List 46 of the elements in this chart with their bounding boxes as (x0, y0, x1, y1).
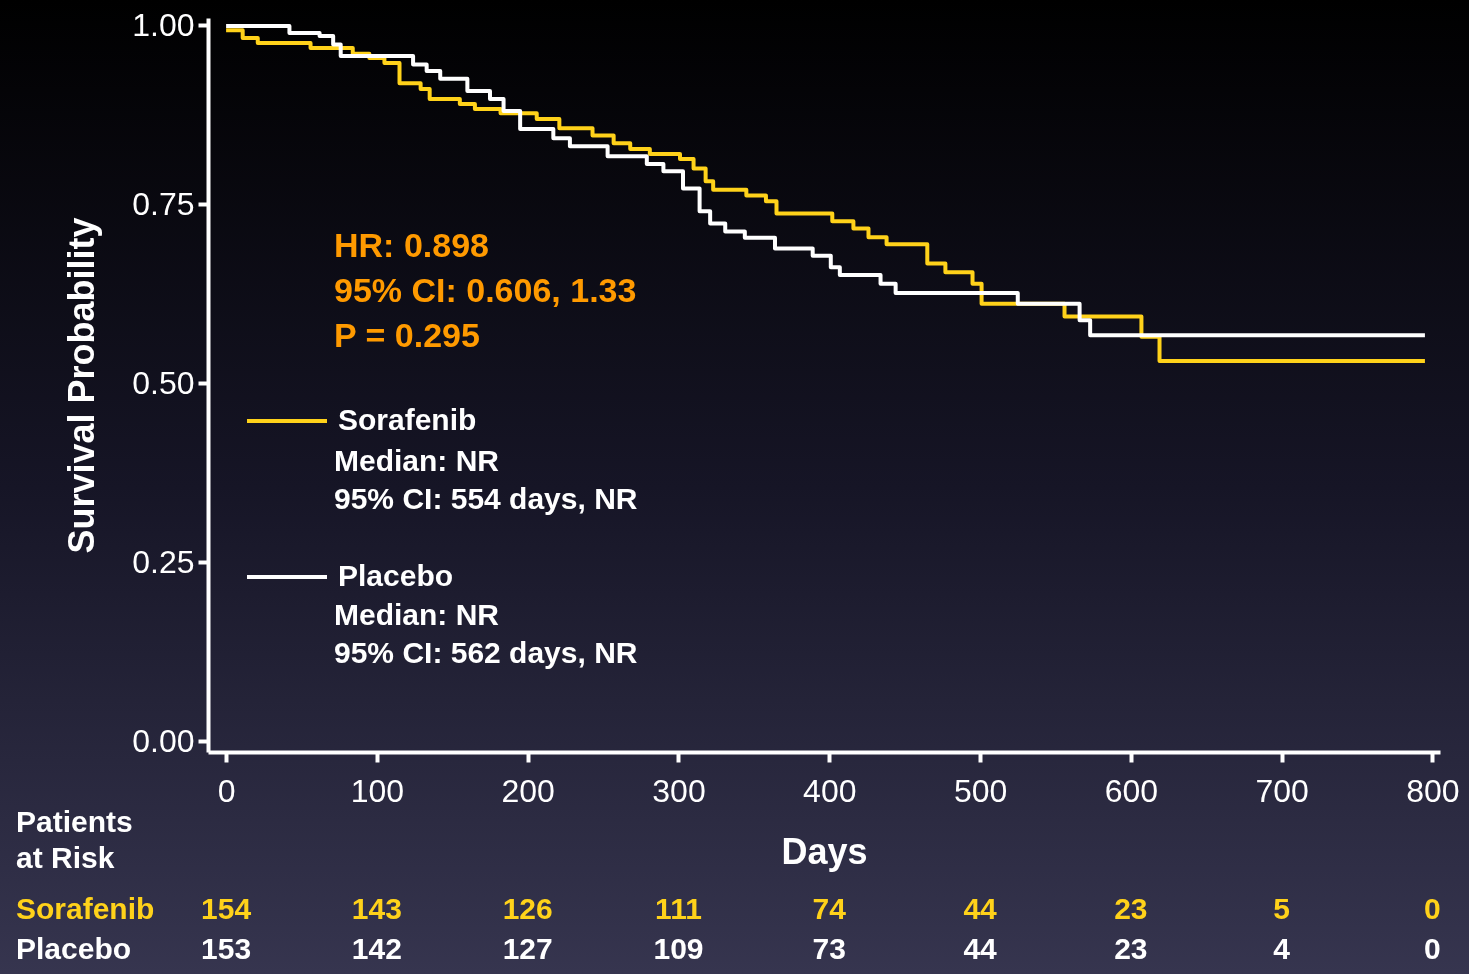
text: 143 (351, 892, 402, 925)
x-tick-label: 600 (1104, 772, 1159, 809)
y-tick-label: 0.50 (132, 364, 195, 401)
text: 23 (1114, 932, 1148, 965)
x-tick-label: 100 (350, 772, 405, 809)
text: Patients at Risk (16, 805, 133, 874)
x-tick-label: 300 (652, 772, 706, 809)
annotation: P = 0.295 (334, 316, 480, 354)
x-tick-label: 700 (1255, 772, 1309, 809)
text: 23 (1114, 892, 1148, 925)
x-tick-label: 200 (501, 772, 555, 809)
text: 5 (1273, 892, 1291, 925)
text: 111 (655, 892, 702, 925)
annotation: 95% CI: 562 days, NR (334, 636, 638, 669)
text: 142 (351, 932, 402, 965)
text: 153 (201, 932, 252, 965)
y-tick-label: 0.00 (132, 722, 195, 759)
x-tick-label: 400 (803, 772, 857, 809)
text: 154 (201, 892, 252, 925)
x-tick-label: 500 (953, 772, 1008, 809)
y-axis-title: Survival Probability (61, 217, 103, 554)
x-tick-label: 800 (1406, 772, 1460, 809)
text: Placebo (16, 932, 132, 965)
text: 74 (812, 892, 847, 925)
y-tick-label: 0.25 (132, 543, 195, 580)
text: 44 (963, 932, 998, 965)
annotation: Median: NR (334, 598, 500, 631)
annotation: Median: NR (334, 444, 500, 477)
text: 0 (1424, 892, 1441, 925)
text: Sorafenib (16, 892, 155, 925)
text: 109 (653, 932, 704, 965)
x-tick-label: 0 (217, 772, 236, 809)
text: 44 (963, 892, 998, 925)
annotation: 95% CI: 554 days, NR (334, 482, 638, 515)
legend-label: Placebo (338, 559, 454, 592)
legend-label: Sorafenib (338, 403, 477, 436)
annotation: 95% CI: 0.606, 1.33 (334, 271, 637, 309)
text: 0 (1424, 932, 1441, 965)
text: 126 (502, 892, 553, 925)
text: 4 (1273, 932, 1291, 965)
annotation: HR: 0.898 (334, 226, 489, 264)
x-axis-title: Days (781, 830, 868, 872)
text: 73 (812, 932, 846, 965)
y-tick-label: 1.00 (132, 6, 195, 43)
text: 127 (502, 932, 553, 965)
y-tick-label: 0.75 (132, 185, 195, 222)
